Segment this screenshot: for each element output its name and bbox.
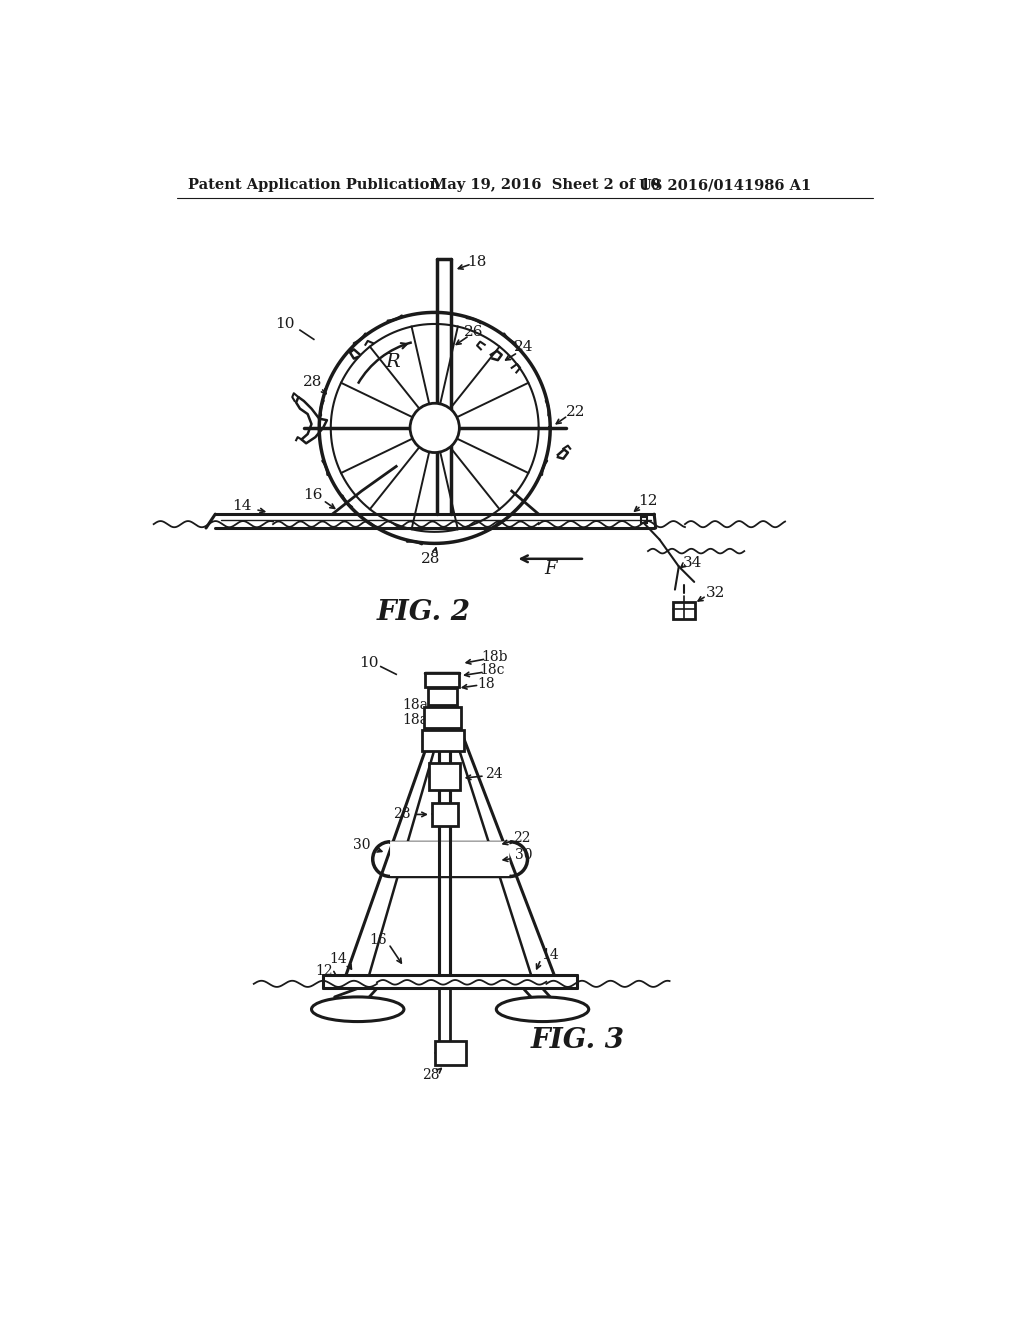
Bar xyxy=(435,1040,466,1065)
Text: 12: 12 xyxy=(315,964,334,978)
Bar xyxy=(432,803,458,826)
Bar xyxy=(674,602,695,619)
Text: 18: 18 xyxy=(467,255,486,269)
Text: 14: 14 xyxy=(542,948,559,962)
Text: 28: 28 xyxy=(393,808,411,821)
Circle shape xyxy=(410,404,460,453)
Text: 34: 34 xyxy=(683,556,702,570)
Text: 18c: 18c xyxy=(479,664,505,677)
Text: 14: 14 xyxy=(232,499,252,513)
Bar xyxy=(424,706,461,729)
Text: FIG. 2: FIG. 2 xyxy=(376,599,470,626)
Text: 18b: 18b xyxy=(481,651,508,664)
Ellipse shape xyxy=(497,997,589,1022)
Bar xyxy=(429,763,460,789)
Text: 30: 30 xyxy=(514,849,532,862)
Text: 10: 10 xyxy=(359,656,379,669)
Text: F: F xyxy=(544,560,556,578)
Text: 18a: 18a xyxy=(402,714,428,727)
Text: Patent Application Publication: Patent Application Publication xyxy=(188,178,440,193)
Text: 16: 16 xyxy=(370,933,387,946)
Text: 18: 18 xyxy=(477,677,496,690)
Text: May 19, 2016  Sheet 2 of 10: May 19, 2016 Sheet 2 of 10 xyxy=(431,178,660,193)
Text: 10: 10 xyxy=(274,317,294,331)
Text: R: R xyxy=(385,354,399,371)
Text: FIG. 3: FIG. 3 xyxy=(530,1027,625,1053)
Text: 28: 28 xyxy=(422,1068,439,1081)
Text: 24: 24 xyxy=(513,341,534,354)
Text: 22: 22 xyxy=(513,830,530,845)
Text: 28: 28 xyxy=(421,552,440,566)
Text: 30: 30 xyxy=(353,838,371,853)
FancyBboxPatch shape xyxy=(390,841,509,876)
Bar xyxy=(641,517,647,524)
Ellipse shape xyxy=(311,997,403,1022)
Text: 28: 28 xyxy=(303,375,323,388)
Text: 32: 32 xyxy=(707,586,725,599)
Text: 26: 26 xyxy=(464,325,483,339)
Text: 18a: 18a xyxy=(402,698,428,711)
Bar xyxy=(422,730,464,751)
Bar xyxy=(428,688,457,705)
Text: 22: 22 xyxy=(566,405,586,420)
Text: 14: 14 xyxy=(330,952,347,966)
Text: US 2016/0141986 A1: US 2016/0141986 A1 xyxy=(639,178,811,193)
Text: 24: 24 xyxy=(485,767,503,781)
Bar xyxy=(425,673,460,686)
Text: 12: 12 xyxy=(638,494,657,508)
Text: 16: 16 xyxy=(303,488,323,502)
